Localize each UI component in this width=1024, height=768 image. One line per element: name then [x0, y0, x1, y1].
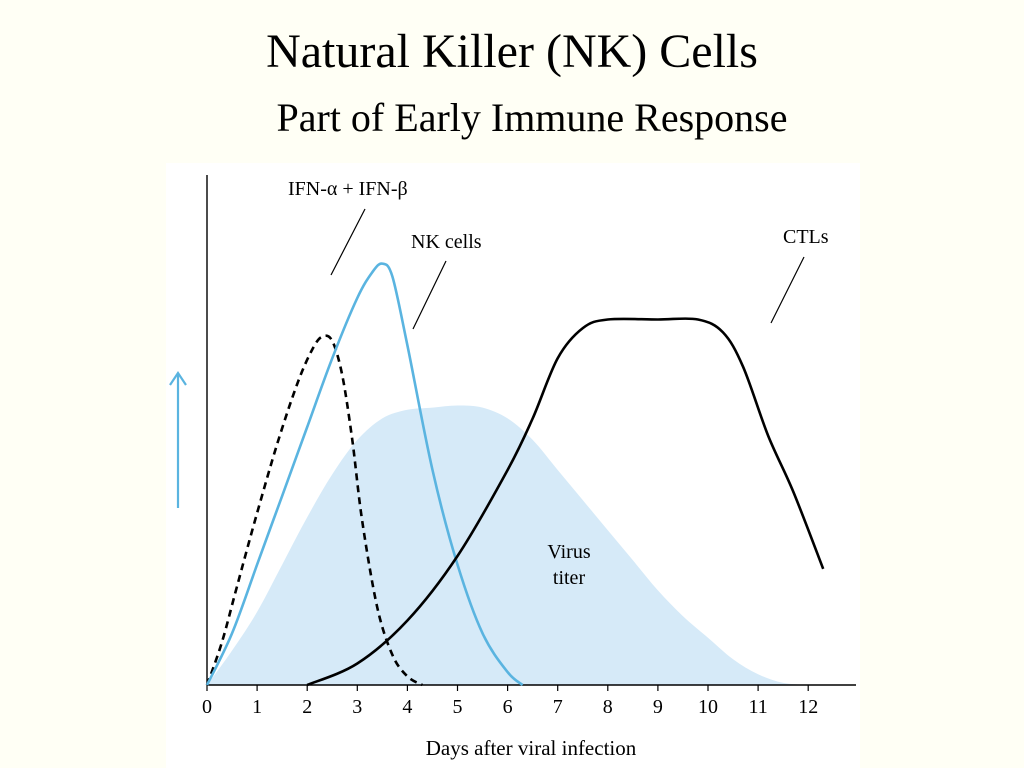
series-virus-titer-area	[207, 405, 809, 685]
series-nk-cells-line	[205, 262, 524, 687]
slide-subtitle: Part of Early Immune Response	[276, 95, 788, 140]
x-tick-label-1: 1	[252, 696, 262, 718]
x-tick-label-0: 0	[202, 696, 212, 718]
y-axis-up-arrow-icon	[169, 371, 187, 508]
x-tick-label-6: 6	[503, 696, 513, 718]
x-tick-label-3: 3	[352, 696, 362, 718]
x-tick-label-11: 11	[748, 696, 767, 718]
leader-ifn	[330, 208, 366, 276]
label-ifn: IFN-α + IFN-β	[288, 178, 408, 200]
x-axis-title: Days after viral infection	[426, 736, 637, 760]
x-tick-label-5: 5	[453, 696, 463, 718]
label-nk-cells: NK cells	[411, 231, 482, 253]
label-ctls: CTLs	[783, 226, 829, 248]
leader-nk-cells	[412, 260, 447, 330]
slide-title: Natural Killer (NK) Cells	[266, 25, 758, 78]
x-tick-label-12: 12	[798, 696, 818, 718]
series-ctls-line	[306, 317, 825, 687]
x-tick-label-7: 7	[553, 696, 563, 718]
x-tick-label-10: 10	[698, 696, 718, 718]
figure-panel: 0 1 2 3 4 5 6 7 8 9 10 11 12 Days after viral infecti…	[166, 163, 860, 768]
label-titer: titer	[553, 567, 586, 589]
series-ifn-ifn-line	[205, 334, 424, 687]
x-tick-label-2: 2	[302, 696, 312, 718]
x-tick-label-9: 9	[653, 696, 663, 718]
label-virus: Virus	[547, 541, 590, 563]
leader-ctls	[770, 256, 805, 324]
x-tick-label-4: 4	[402, 696, 412, 718]
x-tick-label-8: 8	[603, 696, 613, 718]
